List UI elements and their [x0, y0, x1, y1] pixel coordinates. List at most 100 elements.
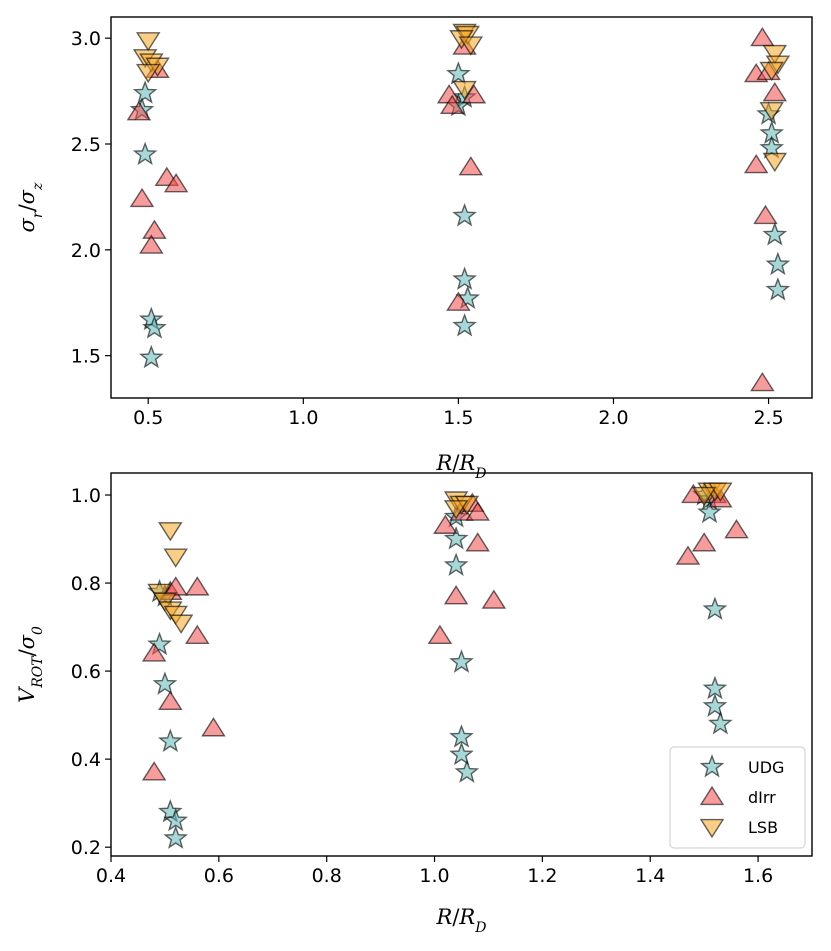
dirr-point [201, 717, 226, 737]
udg-point [138, 344, 164, 369]
y-tick-label: 3.0 [71, 28, 101, 50]
x-tick-label: 1.6 [743, 865, 773, 887]
dirr-point [465, 532, 490, 552]
y-tick-label: 1.5 [71, 346, 101, 368]
lsb-point [762, 152, 788, 173]
dirr-point [427, 624, 453, 645]
dirr-point [141, 761, 167, 781]
udg-point [765, 251, 791, 276]
udg-point [762, 222, 788, 246]
y-tick-label: 2.0 [71, 240, 101, 262]
udg-point [132, 80, 158, 104]
lsb-point [759, 61, 784, 82]
x-axis-label: R/RD [436, 905, 487, 936]
y-tick-label: 1.0 [71, 485, 101, 507]
x-tick-label: 1.2 [527, 865, 557, 887]
udg-point [152, 671, 178, 695]
lsb-point [163, 548, 188, 568]
legend-marker-lsb [699, 818, 725, 839]
udg-point [142, 315, 167, 339]
plot-frame [110, 472, 813, 857]
x-tick-label: 1.0 [419, 865, 449, 887]
x-tick-label: 1.4 [635, 865, 665, 887]
udg-point [702, 693, 728, 717]
dirr-point [743, 153, 769, 174]
udg-point [132, 141, 158, 166]
udg-point [452, 266, 477, 290]
lsb-point [759, 102, 784, 122]
dirr-point [439, 94, 465, 115]
y-tick-label: 0.8 [71, 573, 101, 595]
x-tick-label: 0.5 [133, 407, 163, 429]
udg-point [765, 277, 791, 301]
dirr-point [158, 690, 183, 711]
dirr-point [762, 81, 788, 102]
udg-point [452, 313, 477, 337]
dirr-point [443, 585, 469, 605]
dirr-point [750, 371, 775, 392]
x-axis-label: R/RD [436, 451, 487, 482]
udg-point [163, 825, 189, 849]
y-tick-label: 2.5 [71, 134, 101, 156]
dirr-point [129, 187, 155, 208]
legend-box [669, 746, 806, 849]
dirr-point [433, 514, 458, 534]
legend-label-lsb: LSB [748, 818, 778, 837]
udg-point [443, 552, 469, 576]
udg-point [449, 649, 474, 673]
legend: UDG dIrr LSB [669, 746, 806, 849]
bottom-panel: 0.4 0.6 0.8 1.0 1.2 1.4 1.6 0.2 0.4 0.6 0.8 1.0 R/RD… [15, 472, 813, 936]
udg-point [702, 596, 728, 620]
dirr-point [126, 101, 152, 121]
dirr-point [458, 156, 484, 176]
lsb-point [443, 500, 469, 520]
dirr-point [724, 519, 749, 539]
udg-point [697, 499, 722, 524]
dirr-point [163, 173, 189, 193]
udg-point [452, 202, 477, 227]
dirr-point [185, 576, 210, 596]
dirr-point [691, 532, 717, 552]
top-panel: 0.5 1.0 1.5 2.0 2.5 1.5 2.0 2.5 3.0 R/RD σr/σz [15, 16, 813, 482]
x-tick-label: 1.5 [443, 407, 473, 429]
lsb-point [135, 32, 161, 52]
dirr-point [139, 234, 164, 254]
y-tick-label: 0.6 [71, 661, 101, 683]
legend-marker-dirr [699, 785, 725, 806]
y-tick-label: 0.2 [71, 837, 101, 859]
udg-point [702, 675, 728, 700]
udg-point [157, 728, 183, 753]
udg-point [454, 759, 480, 783]
legend-marker-udg [699, 753, 725, 778]
udg-point [163, 807, 189, 832]
y-axis-label: VROT/σ0 [15, 626, 46, 703]
y-tick-label: 0.4 [71, 749, 101, 771]
x-tick-label: 2.5 [753, 407, 783, 429]
dirr-point [753, 204, 778, 225]
dirr-point [481, 589, 507, 609]
lsb-point [458, 36, 484, 56]
dirr-point [141, 642, 167, 662]
markers [141, 482, 749, 849]
x-tick-label: 0.4 [96, 865, 126, 887]
dirr-point [750, 26, 775, 47]
legend-label-dirr: dIrr [748, 788, 776, 807]
y-axis-label: σr/σz [15, 182, 46, 232]
dirr-point [185, 624, 210, 645]
legend-label-udg: UDG [748, 758, 784, 777]
udg-point [443, 526, 469, 550]
udg-point [147, 631, 172, 656]
dirr-point [446, 291, 471, 311]
dirr-point [465, 501, 490, 521]
udg-point [449, 741, 474, 766]
x-tick-label: 0.8 [312, 865, 342, 887]
lsb-point [158, 522, 183, 542]
x-tick-label: 0.6 [204, 865, 234, 887]
lsb-point [135, 63, 161, 84]
lsb-point [168, 614, 194, 634]
x-tick-label: 2.0 [598, 407, 628, 429]
lsb-point [452, 80, 477, 101]
udg-point [707, 710, 733, 735]
lsb-point [691, 486, 717, 507]
